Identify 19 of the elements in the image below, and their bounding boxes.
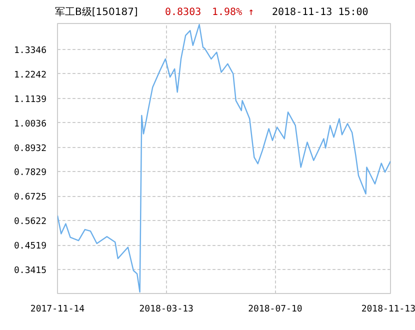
x-tick-label: 2018-03-13	[139, 304, 194, 314]
x-tick-label: 2017-11-14	[30, 304, 85, 314]
y-tick-label: 0.8932	[14, 144, 47, 154]
line-series	[58, 24, 390, 293]
y-tick-label: 1.0036	[14, 119, 47, 130]
y-tick-label: 0.4519	[14, 242, 47, 252]
text: 2018-11-13 15:00	[272, 6, 368, 20]
x-tick-label: 2018-11-13	[361, 304, 415, 314]
text: 0.8303	[165, 6, 202, 20]
y-tick-label: 0.7829	[14, 168, 47, 178]
y-tick-label: 0.6725	[14, 192, 47, 203]
x-tick-label: 2018-07-10	[248, 304, 302, 314]
y-tick-label: 1.2242	[14, 70, 47, 80]
y-tick-label: 0.3415	[14, 266, 47, 276]
y-tick-label: 1.1139	[14, 94, 47, 105]
y-tick-label: 1.3346	[14, 46, 47, 56]
y-tick-label: 0.5622	[14, 217, 47, 228]
chart-title: 军工B级[150187]	[55, 6, 138, 20]
text: 1.98% ↑	[212, 6, 254, 20]
